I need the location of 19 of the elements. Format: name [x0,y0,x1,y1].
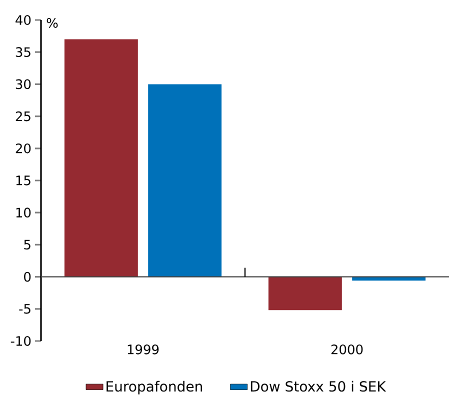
y-tick-label: -5 [19,304,30,314]
y-tick-label: 30 [16,79,31,90]
y-tick-label: 0 [24,272,31,282]
y-tick-label: 25 [16,111,30,122]
bar [148,84,222,277]
y-tick-label: 5 [24,240,30,250]
x-tick-label: 1999 [128,344,159,354]
x-tick-label: 2000 [331,344,363,354]
legend-label: Europafonden [106,380,202,394]
y-axis-title: % [46,18,58,28]
y-tick-label: -10 [10,336,31,346]
legend-label: Dow Stoxx 50 i SEK [250,380,386,392]
y-tick-label: 15 [16,176,30,186]
y-tick-label: 20 [16,143,31,154]
y-tick-label: 10 [16,208,31,218]
y-tick-label: 40 [16,15,31,25]
bar [64,39,138,277]
y-tick-label: 35 [16,47,30,58]
bar [268,276,342,310]
